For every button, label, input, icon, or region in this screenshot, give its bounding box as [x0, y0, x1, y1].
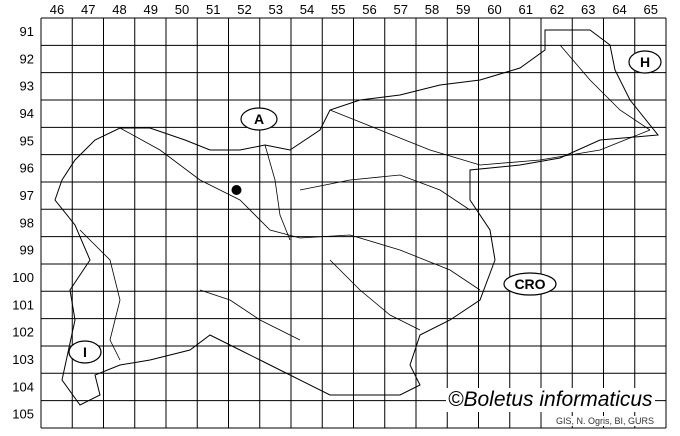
row-label: 104	[12, 379, 34, 394]
svg-text:A: A	[254, 111, 264, 127]
column-label: 46	[50, 2, 64, 17]
record-dot	[231, 184, 242, 195]
country-labels: A H CRO I	[68, 50, 662, 364]
row-label: 97	[20, 188, 34, 203]
river	[199, 289, 301, 341]
row-label: 105	[12, 407, 34, 422]
country-border	[54, 29, 659, 406]
country-label-italy: I	[68, 340, 102, 364]
river	[329, 109, 651, 166]
row-label: 94	[20, 106, 34, 121]
river	[119, 127, 481, 291]
row-label: 99	[20, 243, 34, 258]
row-label: 92	[20, 51, 34, 66]
records	[231, 184, 242, 195]
row-label: 91	[20, 24, 34, 39]
row-label: 102	[12, 325, 34, 340]
row-label: 98	[20, 215, 34, 230]
river	[79, 229, 121, 361]
row-label: 96	[20, 161, 34, 176]
row-labels: 91 92 93 94 95 96 97 98 99 100 101 102 103 104 105	[12, 24, 34, 422]
river	[559, 44, 651, 131]
row-label: 95	[20, 133, 34, 148]
country-label-hungary: H	[628, 50, 662, 74]
credit-text: ©Boletus informaticus	[446, 388, 655, 412]
svg-text:H: H	[640, 54, 650, 70]
column-label: 61	[519, 2, 533, 17]
river	[299, 174, 471, 211]
column-label: 57	[394, 2, 408, 17]
column-label: 55	[331, 2, 345, 17]
column-labels: 46 47 48 49 50 51 52 53 54 55 56 57 58 59 60 61 62 63 64 65	[50, 2, 658, 17]
column-label: 47	[81, 2, 95, 17]
column-label: 51	[206, 2, 220, 17]
row-label: 103	[12, 352, 34, 367]
column-label: 52	[237, 2, 251, 17]
column-label: 53	[269, 2, 283, 17]
column-label: 50	[175, 2, 189, 17]
grid	[40, 17, 667, 429]
source-text: GIS, N. Ogris, BI, GURS	[554, 416, 657, 426]
column-label: 63	[581, 2, 595, 17]
column-label: 64	[612, 2, 626, 17]
country-label-austria: A	[240, 107, 278, 131]
column-label: 56	[362, 2, 376, 17]
svg-text:CRO: CRO	[514, 276, 545, 292]
river	[329, 259, 421, 331]
river	[264, 144, 291, 241]
row-label: 101	[12, 297, 34, 312]
column-label: 60	[487, 2, 501, 17]
column-label: 59	[456, 2, 470, 17]
rivers	[79, 44, 651, 361]
column-label: 65	[644, 2, 658, 17]
svg-text:I: I	[83, 344, 87, 360]
column-label: 62	[550, 2, 564, 17]
column-label: 54	[300, 2, 314, 17]
column-label: 49	[144, 2, 158, 17]
row-label: 93	[20, 79, 34, 94]
country-label-croatia: CRO	[503, 272, 557, 296]
column-label: 48	[112, 2, 126, 17]
column-label: 58	[425, 2, 439, 17]
row-label: 100	[12, 270, 34, 285]
